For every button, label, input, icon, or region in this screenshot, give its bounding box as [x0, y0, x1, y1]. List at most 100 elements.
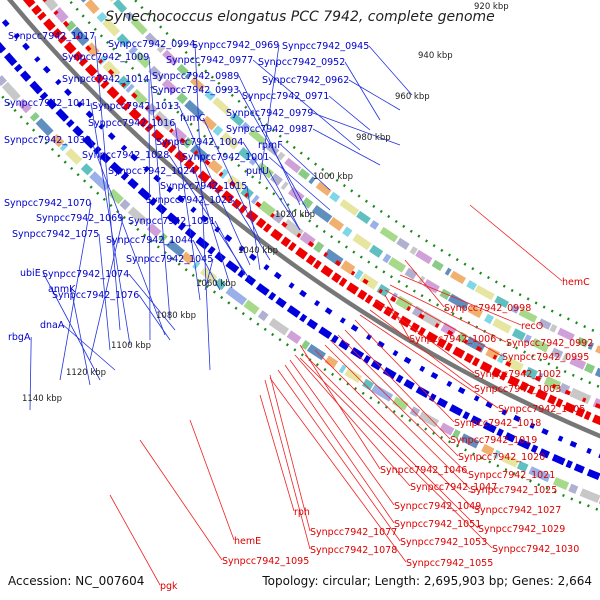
- feature-band-segment: [1, 81, 21, 102]
- feature-band-segment: [371, 384, 394, 402]
- gene-label: Synpcc7942_0945: [282, 41, 369, 52]
- gene-label: Synpcc7942_1025: [470, 485, 557, 496]
- feature-band-segment: [392, 396, 409, 411]
- leader-line: [259, 394, 295, 512]
- feature-band-segment: [376, 283, 390, 298]
- gene-label: Synpcc7942_1006: [409, 334, 496, 345]
- leader-line: [98, 233, 111, 351]
- feature-band-segment: [240, 121, 251, 132]
- feature-band-segment: [144, 32, 158, 46]
- leader-line: [194, 170, 231, 286]
- tick-label: 960 kbp: [395, 92, 430, 102]
- leader-line: [252, 59, 361, 151]
- gene-label: Synpcc7942_1055: [406, 558, 493, 569]
- feature-band-segment: [184, 99, 204, 119]
- feature-band-segment: [214, 278, 227, 291]
- feature-band-segment: [243, 299, 260, 315]
- gene-label: Synpcc7942_1015: [160, 181, 247, 192]
- feature-band-segment: [176, 63, 189, 76]
- feature-band-segment: [423, 278, 440, 294]
- feature-band-segment: [550, 347, 564, 360]
- feature-band-segment: [212, 97, 232, 116]
- gene-label: fumC: [180, 113, 206, 124]
- leader-line: [269, 377, 407, 563]
- feature-band-segment: [301, 197, 314, 209]
- feature-band-segment: [315, 181, 332, 197]
- leader-line: [389, 284, 507, 343]
- leader-line: [246, 185, 261, 271]
- gene-label: Synpcc7942_1003: [474, 384, 561, 395]
- feature-band-segment: [311, 204, 333, 223]
- feature-band-segment: [130, 88, 148, 106]
- feature-band-segment: [369, 220, 380, 230]
- feature-band-segment: [552, 477, 570, 491]
- feature-band-segment: [569, 356, 587, 370]
- leader-line: [280, 144, 331, 191]
- gene-label: Synpcc7942_1069: [36, 213, 123, 224]
- leader-line: [312, 128, 381, 166]
- feature-band-segment: [65, 148, 83, 165]
- feature-band-segment: [229, 112, 245, 127]
- gene-label: Synpcc7942_1009: [62, 52, 149, 63]
- gene-label: Synpcc7942_0977: [166, 55, 253, 66]
- leader-line: [204, 258, 214, 291]
- gene-label: Synpcc7942_0989: [152, 71, 239, 82]
- feature-band-segment: [361, 378, 374, 391]
- tick-label: 980 kbp: [356, 133, 391, 143]
- feature-band-segment: [96, 12, 108, 23]
- leader-line: [139, 439, 223, 561]
- gene-label: Synpcc7942_1070: [4, 198, 91, 209]
- gene-label: Synpcc7942_1002: [474, 369, 561, 380]
- feature-band-segment: [119, 199, 131, 211]
- gene-label: Synpcc7942_1095: [222, 556, 309, 567]
- feature-band-segment: [125, 83, 135, 93]
- feature-band-segment: [531, 338, 550, 353]
- feature-band-segment: [286, 330, 302, 344]
- gene-label: Synpcc7942_0969: [192, 40, 279, 51]
- feature-band-segment: [0, 75, 7, 87]
- leader-line: [62, 324, 116, 371]
- feature-band-segment: [297, 168, 311, 180]
- feature-band-segment: [80, 163, 93, 176]
- leader-line: [277, 369, 401, 542]
- gene-label: Synpcc7942_0987: [226, 124, 313, 135]
- feature-band-segment: [313, 241, 325, 253]
- feature-band-segment: [166, 239, 185, 257]
- feature-band-segment: [382, 253, 392, 264]
- feature-band-segment: [592, 398, 600, 410]
- tick-label: 1020 kbp: [275, 210, 315, 220]
- gene-label: hemE: [234, 536, 261, 547]
- leader-line: [29, 336, 32, 411]
- feature-band-segment: [557, 327, 575, 341]
- gene-label: Synpcc7942_1030: [492, 544, 579, 555]
- leader-line: [294, 354, 411, 487]
- leader-line: [259, 44, 280, 181]
- feature-band-segment: [352, 233, 372, 251]
- accession-text: Accession: NC_007604: [8, 574, 144, 588]
- gene-label: Synpcc7942_1045: [126, 254, 213, 265]
- feature-band-segment: [518, 308, 538, 323]
- feature-band-segment: [594, 367, 600, 378]
- leader-line: [368, 45, 413, 96]
- feature-band-segment: [116, 33, 131, 48]
- feature-band-segment: [431, 259, 444, 271]
- genome-backbone: [7, 0, 600, 439]
- feature-band-segment: [84, 0, 100, 15]
- leader-line: [337, 334, 459, 457]
- feature-band-segment: [485, 346, 500, 361]
- feature-band-segment: [324, 355, 339, 369]
- leader-line: [348, 79, 401, 111]
- feature-band-segment: [306, 343, 326, 361]
- gene-label: Synpcc7942_1031: [128, 216, 215, 227]
- gene-label: Synpcc7942_1001: [182, 152, 269, 163]
- leader-line: [299, 357, 493, 549]
- tick-label: 1000 kbp: [313, 172, 353, 182]
- gene-label: Synpcc7942_0979: [226, 108, 313, 119]
- feature-band-segment: [257, 310, 269, 322]
- feature-band-segment: [176, 92, 188, 105]
- feature-band-segment: [439, 422, 455, 436]
- leader-line: [354, 319, 455, 423]
- feature-band-segment: [543, 376, 562, 391]
- gene-label: Synpcc7942_1020: [458, 452, 545, 463]
- gene-label: anmK: [48, 284, 76, 295]
